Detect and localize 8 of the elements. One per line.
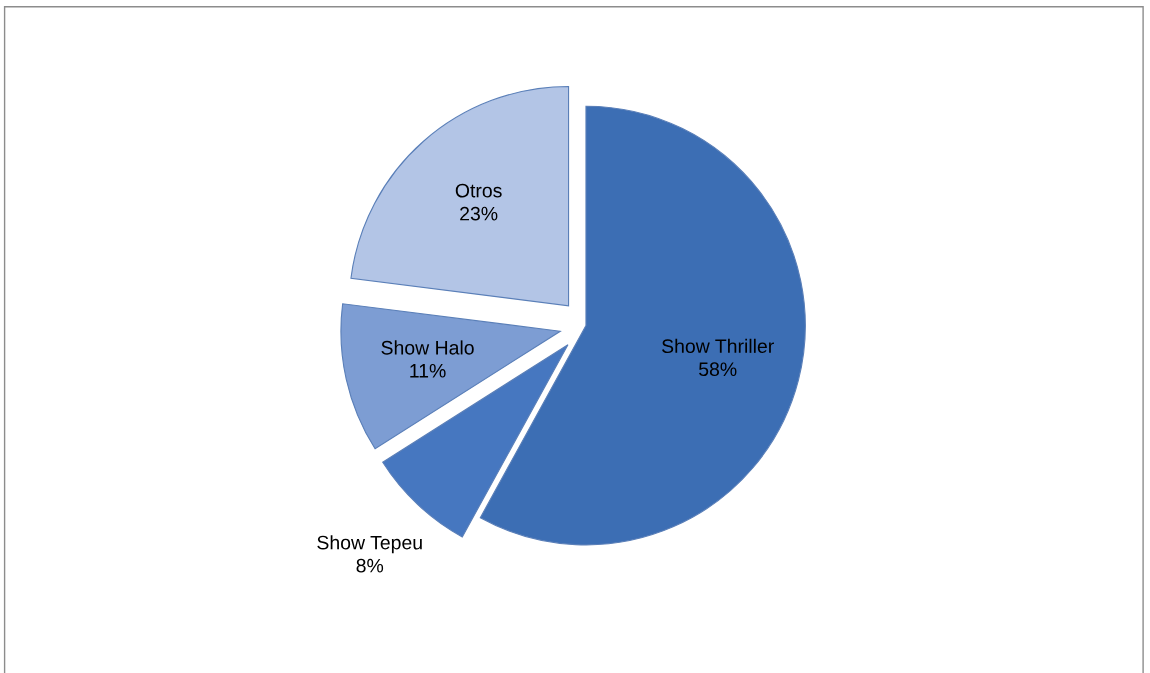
slice-label: Show Tepeu bbox=[317, 535, 422, 554]
data-label: 11% bbox=[410, 364, 446, 378]
slice-label: Otros bbox=[455, 183, 502, 198]
slice-label: Show Thriller bbox=[662, 338, 774, 354]
data-label: 23% bbox=[460, 206, 498, 221]
data-label: 58% bbox=[699, 362, 737, 377]
slice-label: Show Halo bbox=[381, 340, 474, 355]
data-label: 8% bbox=[356, 558, 384, 573]
